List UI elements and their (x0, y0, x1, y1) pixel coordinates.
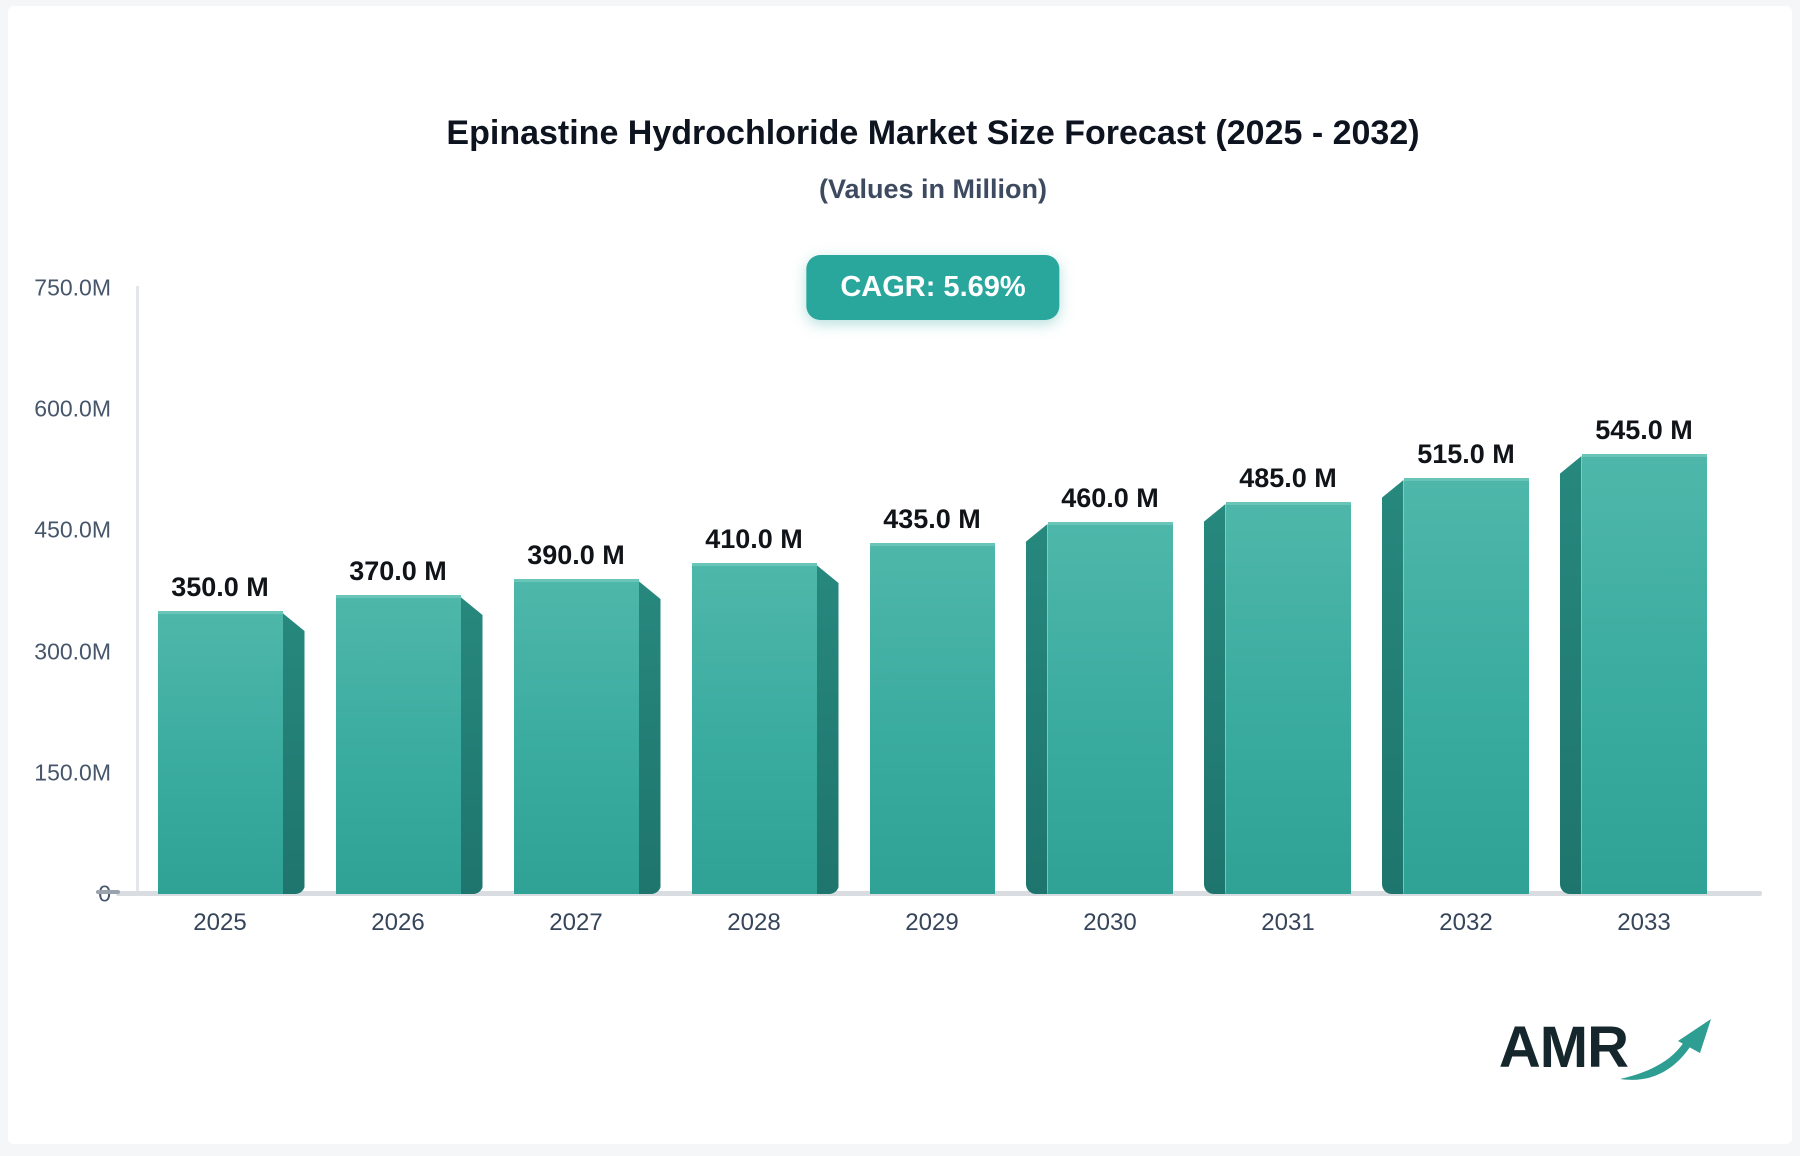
bar-2028 (691, 563, 817, 894)
chart-subtitle: (Values in Million) (818, 174, 1048, 204)
bar-2026 (335, 595, 461, 894)
growth-arrow-icon (1614, 1013, 1714, 1096)
y-axis-label: 600.0M (34, 395, 111, 422)
chart-title: Epinastine Hydrochloride Market Size For… (446, 114, 1420, 152)
bar-value-label: 515.0 M (1417, 439, 1515, 469)
x-axis-label: 2032 (1439, 909, 1493, 936)
bar-value-label: 460.0 M (1061, 483, 1159, 513)
logo-text: AMR (1498, 1015, 1629, 1080)
bar-3d-side (1381, 480, 1404, 894)
y-axis-label: 300.0M (34, 638, 111, 665)
y-axis-label: 450.0M (34, 516, 111, 543)
y-axis-line (136, 286, 139, 896)
x-axis-label: 2031 (1261, 909, 1315, 936)
bar-2030 (1047, 522, 1173, 894)
x-axis-label: 2027 (549, 909, 603, 936)
bar-value-label: 545.0 M (1595, 415, 1693, 445)
y-axis-label: 150.0M (34, 759, 111, 786)
bar-3d-side (460, 597, 483, 894)
bar-2031 (1225, 502, 1351, 894)
brand-logo: AMR (1499, 1019, 1714, 1096)
bar-3d-side (816, 565, 839, 894)
bar-3d-side (1559, 456, 1582, 894)
y-axis-label: 750.0M (34, 274, 111, 301)
bar-2033 (1581, 454, 1707, 894)
bar-3d-side (1203, 504, 1226, 894)
bar-3d-side (638, 581, 661, 894)
zero-tick-mark (96, 890, 120, 894)
bar-2025 (157, 611, 283, 894)
x-axis-label: 2025 (193, 909, 247, 936)
bar-3d-side (282, 613, 305, 894)
bar-2029 (869, 543, 995, 894)
cagr-badge: CAGR: 5.69% (806, 255, 1060, 320)
x-axis-label: 2026 (371, 909, 425, 936)
bar-value-label: 350.0 M (171, 572, 269, 602)
bar-value-label: 390.0 M (527, 540, 625, 570)
bar-3d-side (1025, 524, 1048, 894)
chart-card: Epinastine Hydrochloride Market Size For… (8, 6, 1792, 1144)
x-axis-label: 2033 (1617, 909, 1671, 936)
y-axis-label: 0 (16, 881, 111, 908)
x-axis-label: 2029 (905, 909, 959, 936)
bar-2032 (1403, 478, 1529, 894)
bar-value-label: 370.0 M (349, 556, 447, 586)
bar-2027 (513, 579, 639, 894)
bar-value-label: 485.0 M (1239, 463, 1337, 493)
bar-value-label: 410.0 M (705, 524, 803, 554)
bar-chart: 750.0M 600.0M 450.0M 300.0M 150.0M 0 350.0 M 20… (8, 6, 1792, 1144)
x-axis-label: 2030 (1083, 909, 1137, 936)
bar-value-label: 435.0 M (883, 504, 981, 534)
x-axis-label: 2028 (727, 909, 781, 936)
